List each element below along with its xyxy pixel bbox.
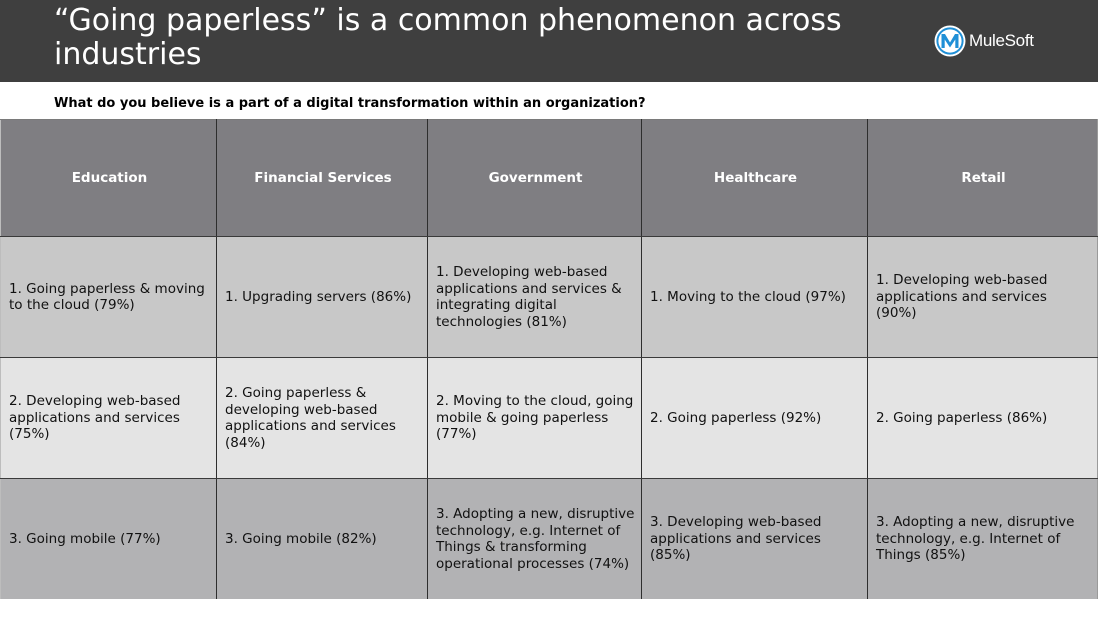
logo-wordmark: MuleSoft	[969, 31, 1034, 50]
table-cell: 3. Developing web-based applications and…	[641, 478, 868, 600]
table-row: 1. Going paperless & moving to the cloud…	[0, 236, 1098, 358]
mulesoft-logo: MuleSoft	[934, 25, 1034, 57]
column-header-government: Government	[427, 119, 642, 237]
table-row: 2. Developing web-based applications and…	[0, 357, 1098, 479]
column-header-healthcare: Healthcare	[641, 119, 868, 237]
table-cell: 3. Going mobile (77%)	[0, 478, 217, 600]
slide-header: “Going paperless” is a common phenomenon…	[0, 0, 1098, 82]
table-cell: 2. Going paperless (92%)	[641, 357, 868, 479]
column-header-retail: Retail	[867, 119, 1098, 237]
column-header-financial-services: Financial Services	[216, 119, 428, 237]
column-header-education: Education	[0, 119, 217, 237]
table-cell: 2. Moving to the cloud, going mobile & g…	[427, 357, 642, 479]
table-cell: 2. Going paperless & developing web-base…	[216, 357, 428, 479]
table-cell: 1. Developing web-based applications and…	[867, 236, 1098, 358]
table-row: 3. Going mobile (77%) 3. Going mobile (8…	[0, 478, 1098, 600]
table-cell: 1. Developing web-based applications and…	[427, 236, 642, 358]
slide-title: “Going paperless” is a common phenomenon…	[54, 3, 842, 72]
table-cell: 1. Moving to the cloud (97%)	[641, 236, 868, 358]
industry-table: Education Financial Services Government …	[0, 119, 1098, 600]
table-header-row: Education Financial Services Government …	[0, 119, 1098, 237]
table-cell: 3. Adopting a new, disruptive technology…	[427, 478, 642, 600]
mulesoft-logo-icon	[934, 25, 966, 57]
survey-question: What do you believe is a part of a digit…	[54, 96, 646, 111]
table-cell: 2. Developing web-based applications and…	[0, 357, 217, 479]
table-cell: 2. Going paperless (86%)	[867, 357, 1098, 479]
table-cell: 3. Going mobile (82%)	[216, 478, 428, 600]
table-cell: 1. Going paperless & moving to the cloud…	[0, 236, 217, 358]
table-cell: 3. Adopting a new, disruptive technology…	[867, 478, 1098, 600]
table-cell: 1. Upgrading servers (86%)	[216, 236, 428, 358]
